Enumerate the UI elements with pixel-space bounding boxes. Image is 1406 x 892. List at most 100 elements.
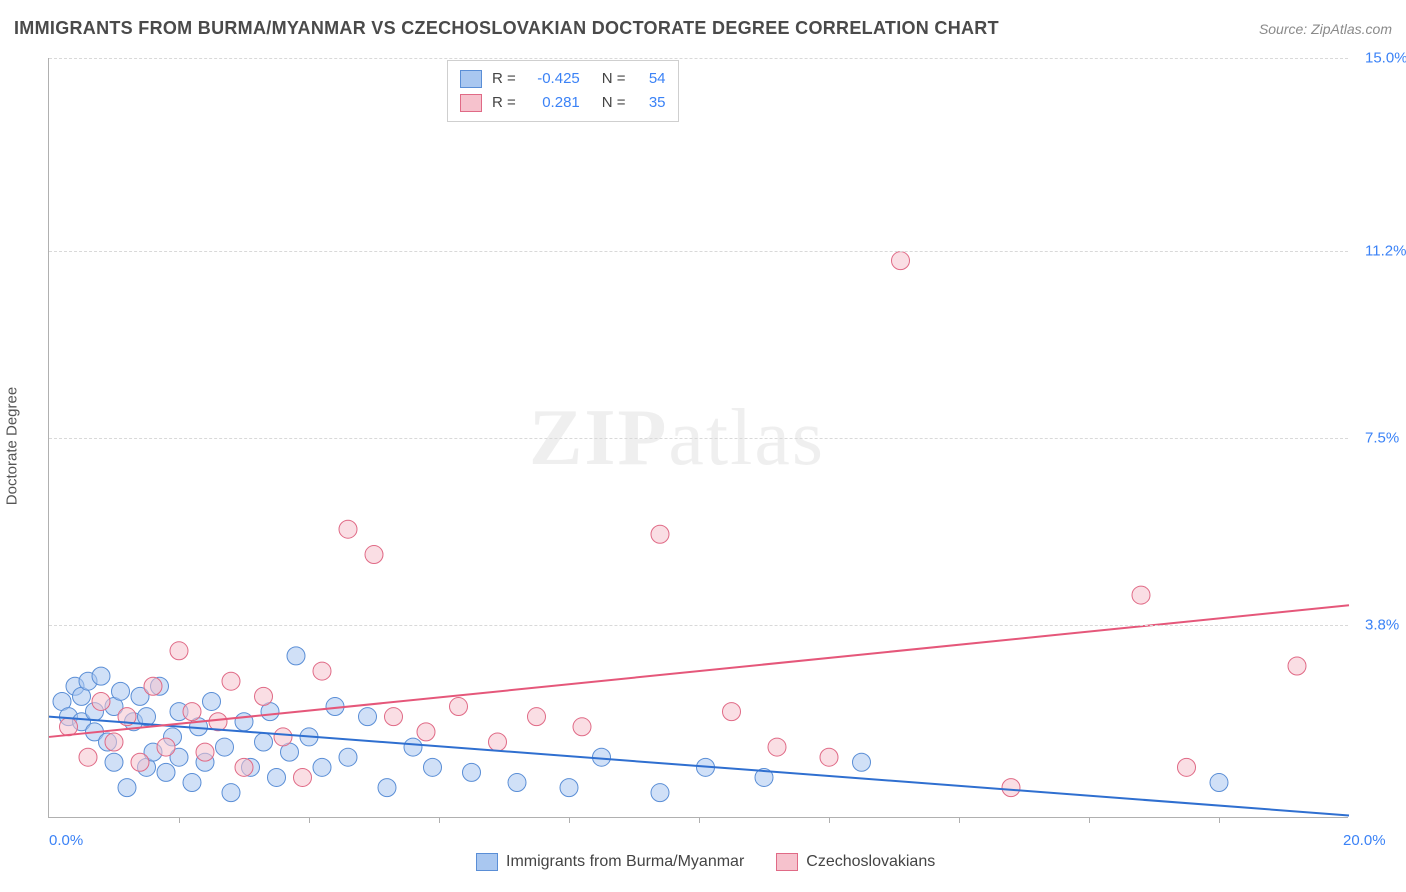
gridline xyxy=(49,438,1348,439)
legend-item: Czechoslovakians xyxy=(776,853,935,871)
gridline xyxy=(49,58,1348,59)
legend-label: Czechoslovakians xyxy=(806,853,935,871)
scatter-point xyxy=(313,662,331,680)
scatter-point xyxy=(255,687,273,705)
scatter-point xyxy=(378,779,396,797)
n-value: 35 xyxy=(636,91,666,115)
scatter-point xyxy=(183,774,201,792)
source-label: Source: ZipAtlas.com xyxy=(1259,21,1392,37)
scatter-point xyxy=(1132,586,1150,604)
x-tick xyxy=(309,817,310,823)
x-tick xyxy=(569,817,570,823)
x-tick xyxy=(829,817,830,823)
scatter-point xyxy=(339,520,357,538)
series-legend: Immigrants from Burma/Myanmar Czechoslova… xyxy=(476,853,935,871)
x-tick xyxy=(699,817,700,823)
scatter-point xyxy=(157,738,175,756)
legend-swatch xyxy=(460,70,482,88)
scatter-point xyxy=(287,647,305,665)
x-tick xyxy=(179,817,180,823)
scatter-point xyxy=(424,758,442,776)
scatter-point xyxy=(157,763,175,781)
scatter-point xyxy=(892,252,910,270)
scatter-point xyxy=(255,733,273,751)
scatter-point xyxy=(313,758,331,776)
scatter-point xyxy=(651,784,669,802)
scatter-point xyxy=(404,738,422,756)
scatter-point xyxy=(651,525,669,543)
plot-area: ZIPatlas 3.8%7.5%11.2%15.0%0.0%20.0%R =-… xyxy=(48,58,1348,818)
scatter-point xyxy=(768,738,786,756)
scatter-point xyxy=(820,748,838,766)
scatter-point xyxy=(1178,758,1196,776)
scatter-point xyxy=(359,708,377,726)
gridline xyxy=(49,625,1348,626)
n-value: 54 xyxy=(636,67,666,91)
scatter-point xyxy=(1210,774,1228,792)
scatter-point xyxy=(385,708,403,726)
x-max-label: 20.0% xyxy=(1343,832,1398,849)
legend-label: Immigrants from Burma/Myanmar xyxy=(506,853,744,871)
x-tick xyxy=(1219,817,1220,823)
scatter-point xyxy=(853,753,871,771)
scatter-point xyxy=(79,748,97,766)
scatter-point xyxy=(450,698,468,716)
scatter-point xyxy=(170,642,188,660)
correlation-legend: R = -0.425 N = 54 R = 0.281 N = 35 xyxy=(447,60,679,122)
scatter-point xyxy=(508,774,526,792)
legend-item: Immigrants from Burma/Myanmar xyxy=(476,853,744,871)
r-value: 0.281 xyxy=(526,91,580,115)
scatter-point xyxy=(118,779,136,797)
scatter-point xyxy=(294,768,312,786)
chart-title: IMMIGRANTS FROM BURMA/MYANMAR VS CZECHOS… xyxy=(14,18,999,39)
scatter-point xyxy=(417,723,435,741)
x-tick xyxy=(959,817,960,823)
scatter-point xyxy=(365,546,383,564)
scatter-point xyxy=(183,703,201,721)
scatter-point xyxy=(235,758,253,776)
n-label: N = xyxy=(602,67,626,91)
x-tick xyxy=(1089,817,1090,823)
scatter-point xyxy=(528,708,546,726)
legend-row: R = -0.425 N = 54 xyxy=(460,67,666,91)
y-tick-label: 15.0% xyxy=(1365,50,1406,67)
r-label: R = xyxy=(492,91,516,115)
scatter-point xyxy=(222,784,240,802)
scatter-point xyxy=(105,733,123,751)
scatter-point xyxy=(105,753,123,771)
scatter-point xyxy=(203,692,221,710)
scatter-point xyxy=(723,703,741,721)
legend-swatch xyxy=(776,853,798,871)
scatter-point xyxy=(235,713,253,731)
r-label: R = xyxy=(492,67,516,91)
gridline xyxy=(49,251,1348,252)
scatter-point xyxy=(274,728,292,746)
scatter-point xyxy=(131,753,149,771)
scatter-point xyxy=(144,677,162,695)
scatter-point xyxy=(268,768,286,786)
scatter-point xyxy=(112,682,130,700)
legend-swatch xyxy=(460,94,482,112)
y-tick-label: 7.5% xyxy=(1365,430,1406,447)
scatter-point xyxy=(216,738,234,756)
scatter-point xyxy=(222,672,240,690)
scatter-point xyxy=(92,692,110,710)
r-value: -0.425 xyxy=(526,67,580,91)
y-tick-label: 3.8% xyxy=(1365,617,1406,634)
scatter-point xyxy=(1288,657,1306,675)
legend-row: R = 0.281 N = 35 xyxy=(460,91,666,115)
title-bar: IMMIGRANTS FROM BURMA/MYANMAR VS CZECHOS… xyxy=(14,18,1392,39)
scatter-point xyxy=(339,748,357,766)
scatter-point xyxy=(463,763,481,781)
y-axis-label: Doctorate Degree xyxy=(4,387,21,505)
scatter-point xyxy=(196,743,214,761)
scatter-point xyxy=(573,718,591,736)
legend-swatch xyxy=(476,853,498,871)
scatter-point xyxy=(489,733,507,751)
scatter-point xyxy=(92,667,110,685)
n-label: N = xyxy=(602,91,626,115)
scatter-point xyxy=(60,718,78,736)
scatter-point xyxy=(1002,779,1020,797)
y-tick-label: 11.2% xyxy=(1365,242,1406,259)
x-tick xyxy=(439,817,440,823)
